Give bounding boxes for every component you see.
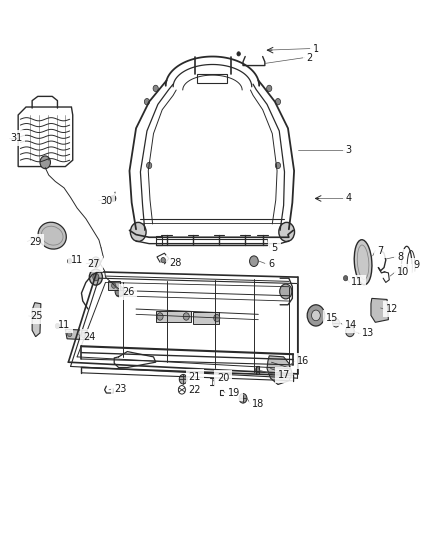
Polygon shape <box>371 298 389 322</box>
Circle shape <box>307 305 325 326</box>
Text: 31: 31 <box>11 133 22 143</box>
Circle shape <box>237 52 240 56</box>
Circle shape <box>81 333 86 338</box>
Text: 14: 14 <box>345 320 357 330</box>
Circle shape <box>161 257 165 263</box>
Polygon shape <box>65 329 89 340</box>
Text: 8: 8 <box>397 252 403 262</box>
Text: 13: 13 <box>362 328 374 338</box>
Text: 30: 30 <box>100 196 113 206</box>
Text: 21: 21 <box>188 372 201 382</box>
Text: 10: 10 <box>397 267 410 277</box>
Text: 28: 28 <box>169 258 181 268</box>
Circle shape <box>94 260 98 264</box>
Circle shape <box>346 326 354 337</box>
Circle shape <box>40 156 50 168</box>
Text: 3: 3 <box>346 144 352 155</box>
Circle shape <box>250 256 258 266</box>
Circle shape <box>112 283 116 288</box>
Text: 7: 7 <box>377 246 383 255</box>
Text: 25: 25 <box>30 311 43 321</box>
Text: 16: 16 <box>297 356 309 366</box>
Circle shape <box>179 374 187 384</box>
Text: 4: 4 <box>346 193 352 204</box>
Text: 29: 29 <box>29 237 42 247</box>
Circle shape <box>67 259 72 264</box>
Circle shape <box>55 324 60 329</box>
Circle shape <box>267 85 272 92</box>
Bar <box>197 74 227 83</box>
Circle shape <box>67 332 72 337</box>
Text: 1: 1 <box>313 44 319 53</box>
Text: 11: 11 <box>58 320 71 330</box>
Text: 5: 5 <box>272 243 278 253</box>
Circle shape <box>276 163 281 168</box>
Circle shape <box>255 368 260 373</box>
Circle shape <box>131 222 146 241</box>
Circle shape <box>276 99 281 105</box>
Circle shape <box>157 313 163 320</box>
Text: 24: 24 <box>83 332 95 342</box>
Text: 26: 26 <box>122 287 134 297</box>
Bar <box>193 312 219 324</box>
Bar <box>155 311 191 322</box>
Circle shape <box>280 284 292 299</box>
Text: 23: 23 <box>114 384 127 394</box>
Text: 27: 27 <box>87 259 99 269</box>
Text: 6: 6 <box>268 259 274 269</box>
Text: 9: 9 <box>413 261 420 270</box>
Circle shape <box>311 310 320 321</box>
Circle shape <box>279 222 294 241</box>
Circle shape <box>111 195 116 201</box>
Circle shape <box>115 286 124 297</box>
Text: 22: 22 <box>188 385 201 395</box>
Text: 2: 2 <box>306 53 313 62</box>
Circle shape <box>93 273 99 281</box>
Text: 12: 12 <box>386 304 398 314</box>
Circle shape <box>92 257 100 268</box>
Circle shape <box>183 313 189 320</box>
Circle shape <box>214 314 220 322</box>
Polygon shape <box>32 303 41 337</box>
Circle shape <box>145 99 150 105</box>
Text: 11: 11 <box>351 278 364 287</box>
Polygon shape <box>267 356 292 384</box>
Text: 20: 20 <box>217 373 229 383</box>
Bar <box>108 281 120 290</box>
Circle shape <box>89 269 102 285</box>
Circle shape <box>147 163 152 168</box>
Circle shape <box>239 393 247 403</box>
Text: 17: 17 <box>278 370 290 380</box>
Text: 15: 15 <box>326 313 338 323</box>
Circle shape <box>153 85 158 92</box>
Circle shape <box>343 276 348 281</box>
Ellipse shape <box>354 240 372 285</box>
Text: 19: 19 <box>228 388 240 398</box>
Text: 11: 11 <box>71 255 83 264</box>
Ellipse shape <box>38 222 66 249</box>
Circle shape <box>332 319 339 327</box>
Text: 18: 18 <box>252 399 265 409</box>
